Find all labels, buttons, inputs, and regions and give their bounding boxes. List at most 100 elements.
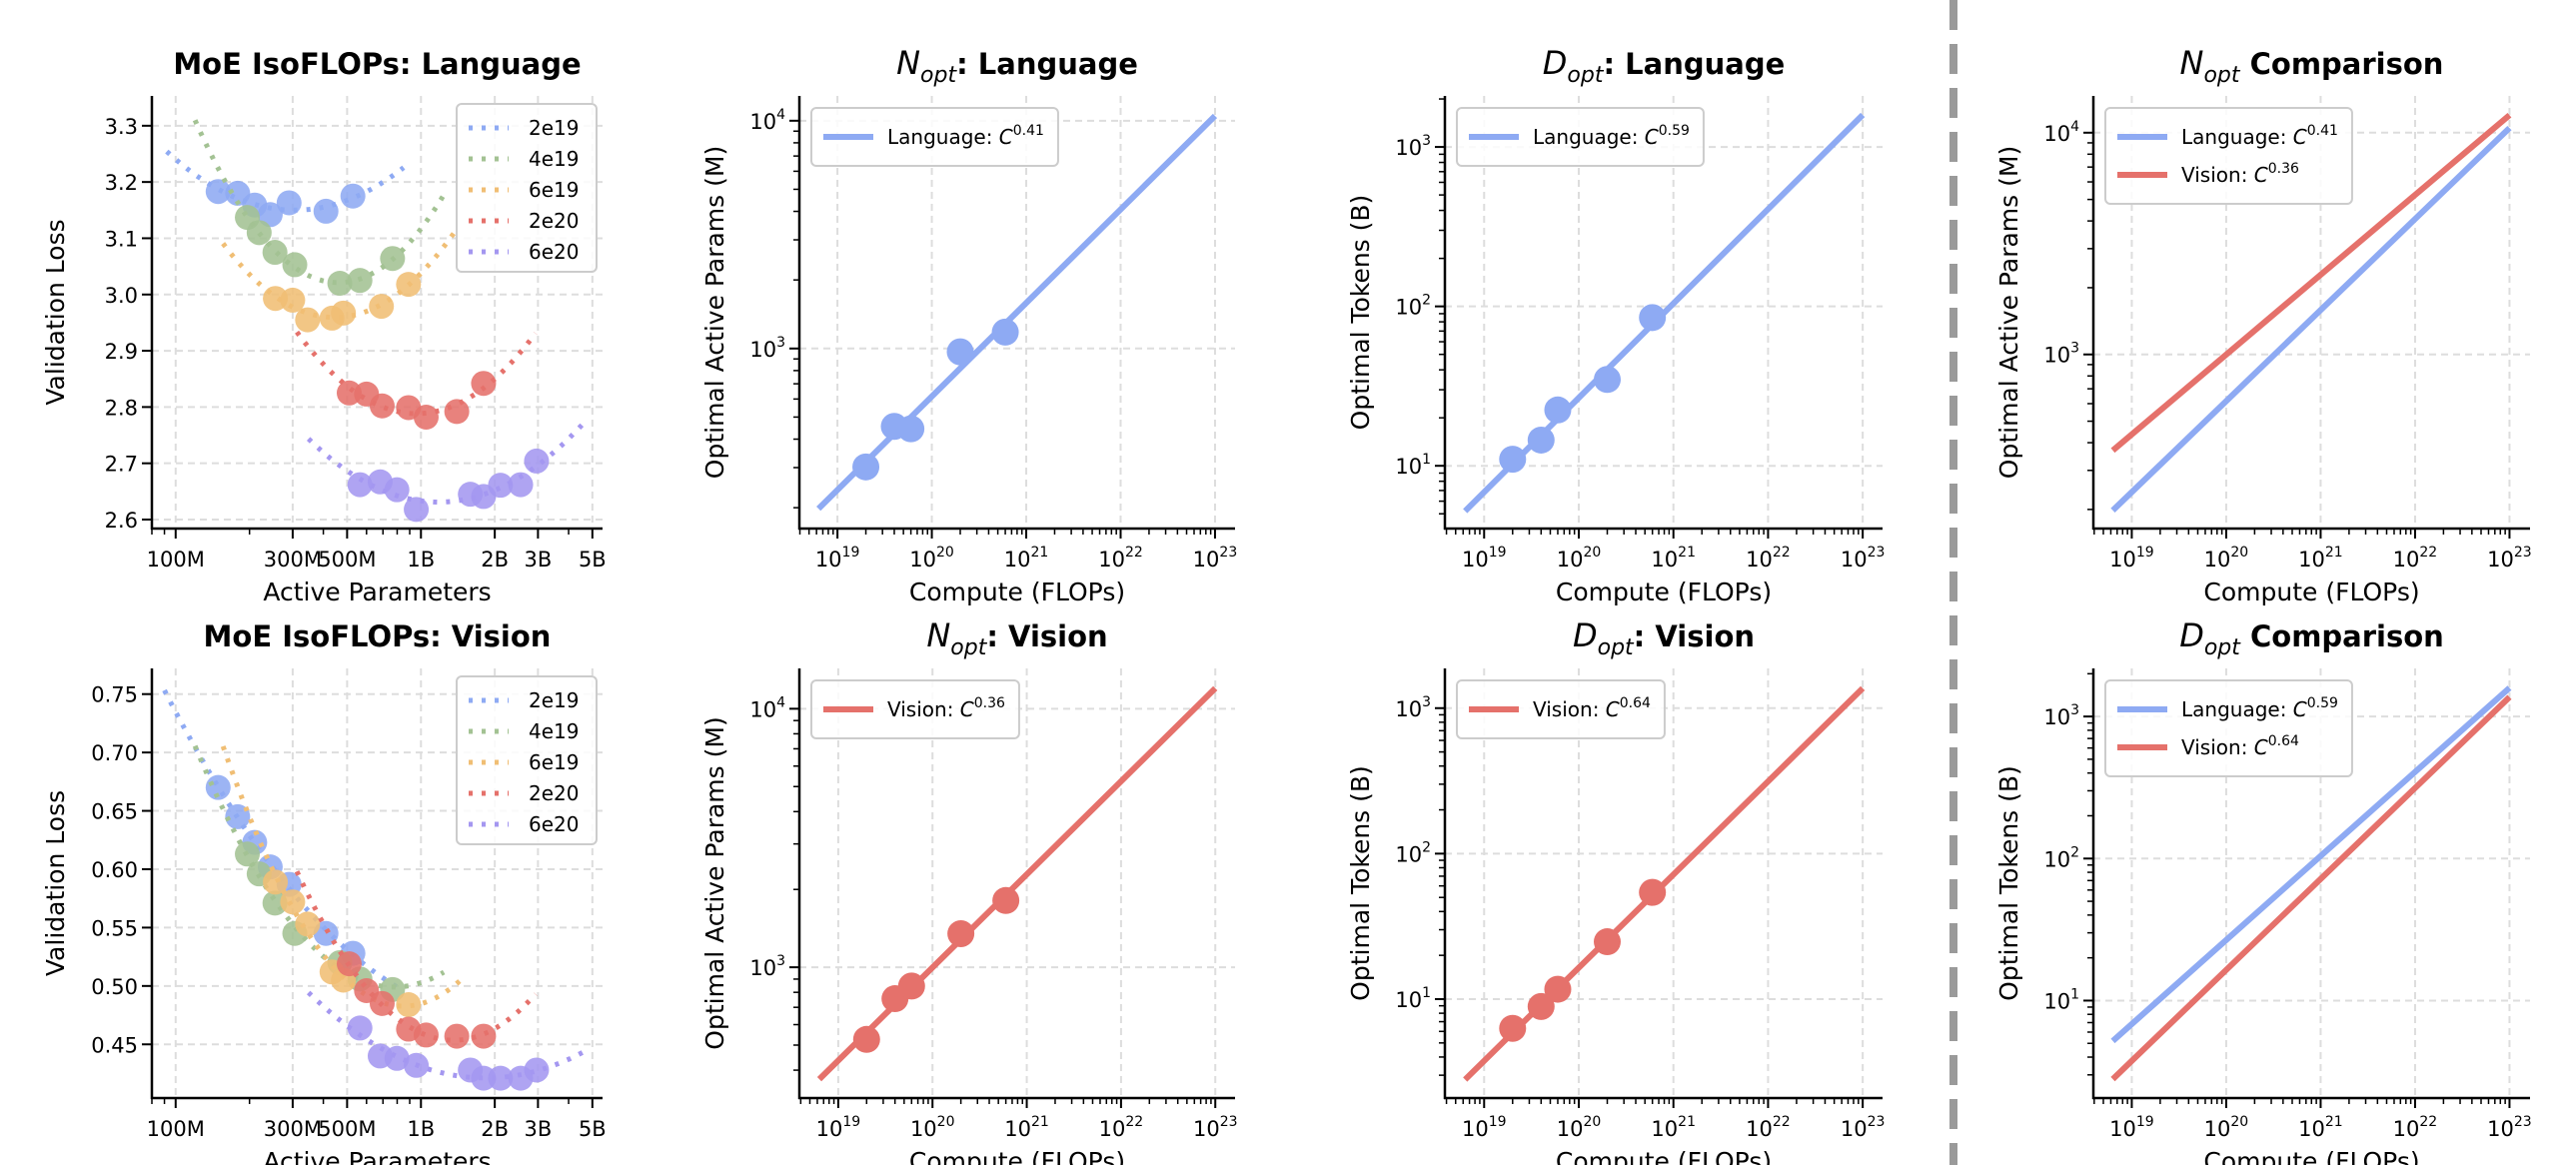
y-tick-label: 103 xyxy=(2043,341,2079,368)
y-tick-label: 104 xyxy=(749,107,785,134)
legend-box xyxy=(456,103,598,273)
title-text: Comparison xyxy=(2240,619,2444,653)
x-tick-label: 1021 xyxy=(2298,545,2343,572)
title-symbol: N xyxy=(926,616,950,654)
y-axis-label: Validation Loss xyxy=(41,790,70,976)
x-tick-text: 500M xyxy=(318,548,376,572)
x-tick-exponent: 20 xyxy=(1583,1114,1601,1130)
x-tick-label: 1022 xyxy=(2393,1114,2438,1141)
series-0 xyxy=(162,688,406,993)
fit-line xyxy=(2110,685,2512,1044)
legend-label-text: Language: xyxy=(2181,125,2293,149)
legend-box xyxy=(810,107,1059,167)
x-tick-exponent: 22 xyxy=(1773,1114,1791,1130)
data-point xyxy=(225,803,251,829)
y-tick-base: 10 xyxy=(749,697,776,721)
legend-label-symbol: C xyxy=(2254,163,2268,187)
x-tick-exponent: 20 xyxy=(2230,545,2248,561)
x-tick-base: 10 xyxy=(2204,548,2231,572)
y-tick-exponent: 2 xyxy=(2070,844,2079,860)
series-layer xyxy=(816,113,1218,512)
series-0 xyxy=(165,149,406,228)
y-tick-base: 10 xyxy=(749,110,776,134)
legend-label-symbol: C xyxy=(2254,735,2268,759)
legend-label: Vision: C0.64 xyxy=(2181,733,2299,759)
legend-box xyxy=(1456,107,1705,167)
x-tick-text: 1B xyxy=(407,548,435,572)
legend-box xyxy=(2104,107,2353,205)
x-tick-base: 10 xyxy=(1462,1117,1489,1141)
legend-label-text: Vision: xyxy=(2181,735,2254,759)
legend-label-symbol: C xyxy=(960,697,974,721)
data-point xyxy=(205,179,231,205)
y-tick-label: 3.0 xyxy=(105,284,138,308)
y-tick-text: 0.50 xyxy=(91,975,138,999)
y-tick-base: 10 xyxy=(2043,122,2070,146)
x-tick-exponent: 19 xyxy=(2136,545,2154,561)
series-layer xyxy=(2110,112,2512,514)
x-tick-exponent: 22 xyxy=(1125,1114,1143,1130)
data-point xyxy=(295,307,321,333)
data-point xyxy=(524,448,550,474)
legend-label: 2e19 xyxy=(529,688,579,712)
legend-label-exponent: 0.36 xyxy=(974,695,1005,711)
legend-label: Language: C0.41 xyxy=(2181,123,2338,149)
data-point xyxy=(444,1023,470,1049)
legend-label: Language: C0.41 xyxy=(887,123,1044,149)
x-tick-exponent: 23 xyxy=(1868,545,1886,561)
series-4 xyxy=(306,990,589,1091)
x-tick-label: 1B xyxy=(407,548,435,572)
y-tick-label: 0.50 xyxy=(91,975,138,999)
x-tick-base: 10 xyxy=(1004,1117,1031,1141)
x-tick-label: 1020 xyxy=(2204,1114,2249,1141)
x-tick-text: 3B xyxy=(524,548,552,572)
fit-line xyxy=(2110,125,2512,514)
x-tick-label: 1022 xyxy=(1746,1114,1791,1141)
data-point xyxy=(282,252,308,278)
y-tick-base: 10 xyxy=(2043,847,2070,871)
y-tick-label: 3.1 xyxy=(105,227,138,251)
data-point xyxy=(404,497,430,523)
x-tick-base: 10 xyxy=(2204,1117,2231,1141)
y-tick-label: 103 xyxy=(1395,694,1431,721)
y-tick-exponent: 3 xyxy=(2070,341,2079,357)
series-0 xyxy=(2110,125,2512,514)
y-tick-label: 101 xyxy=(2043,986,2079,1013)
y-tick-label: 0.65 xyxy=(91,800,138,824)
x-tick-label: 1020 xyxy=(2204,545,2249,572)
x-axis-label: Compute (FLOPs) xyxy=(2203,1147,2419,1165)
y-axis-label-text: Optimal Active Params (M) xyxy=(700,146,729,479)
x-tick-label: 100M xyxy=(147,548,205,572)
data-point xyxy=(347,268,373,294)
legend-label-exponent: 0.64 xyxy=(2268,733,2299,749)
data-point xyxy=(1544,975,1572,1003)
legend-label-symbol: C xyxy=(2293,697,2307,721)
legend-label-exponent: 0.59 xyxy=(2307,695,2338,711)
x-axis-label-text: Compute (FLOPs) xyxy=(909,1147,1125,1165)
x-tick-base: 10 xyxy=(2393,1117,2420,1141)
y-tick-label: 104 xyxy=(2043,119,2079,146)
x-tick-label: 1021 xyxy=(1651,545,1696,572)
x-tick-base: 10 xyxy=(1557,548,1584,572)
y-tick-exponent: 4 xyxy=(776,107,785,123)
x-axis-label: Active Parameters xyxy=(263,1147,491,1165)
x-tick-base: 10 xyxy=(2393,548,2420,572)
x-tick-exponent: 21 xyxy=(1030,545,1048,561)
data-point xyxy=(235,841,261,867)
data-point xyxy=(246,220,272,246)
x-tick-label: 1022 xyxy=(1746,545,1791,572)
legend-label: Vision: C0.36 xyxy=(2181,161,2299,187)
y-tick-exponent: 3 xyxy=(776,953,785,969)
x-tick-text: 5B xyxy=(579,548,607,572)
x-tick-label: 1019 xyxy=(815,545,860,572)
legend-label: 6e19 xyxy=(529,750,579,774)
series-layer xyxy=(1463,112,1866,514)
x-tick-base: 10 xyxy=(815,548,842,572)
data-point xyxy=(1499,446,1527,474)
data-point xyxy=(396,272,422,298)
